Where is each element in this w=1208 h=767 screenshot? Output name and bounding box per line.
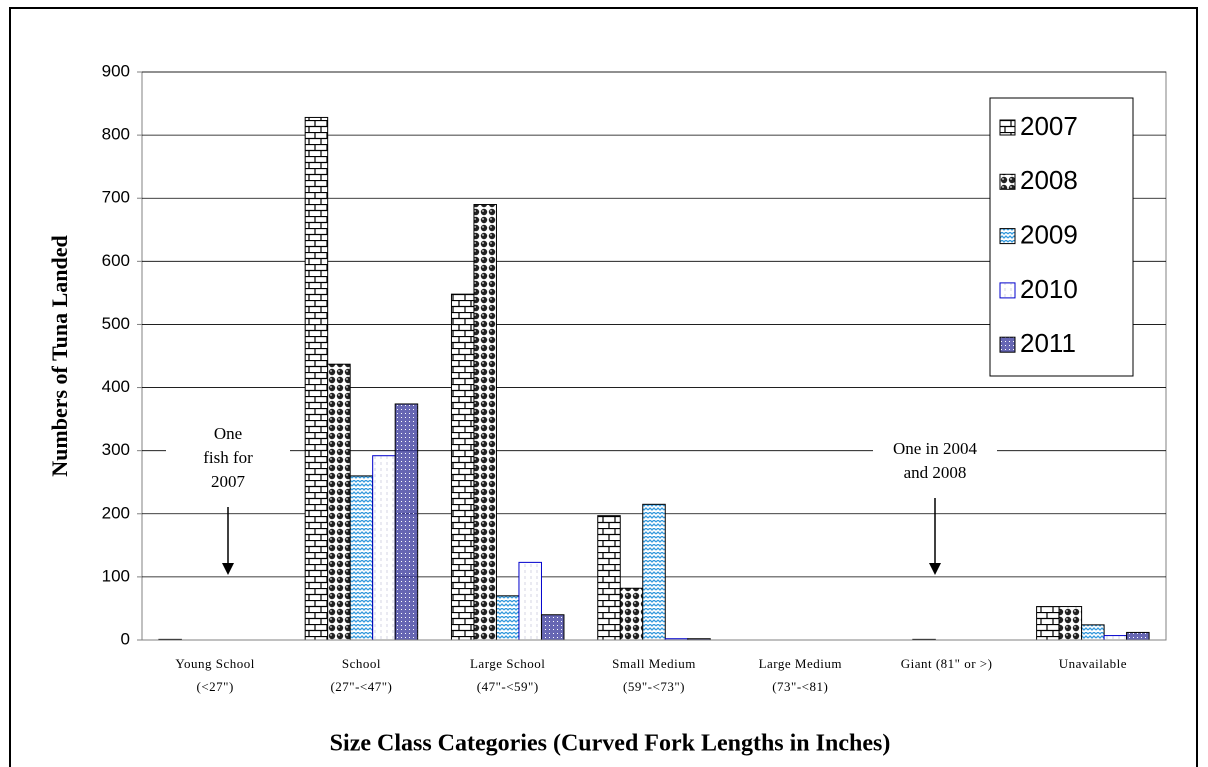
y-tick-label: 300 <box>102 440 130 459</box>
x-tick-label: Young School <box>175 656 254 671</box>
y-tick-label: 0 <box>121 629 130 648</box>
bar <box>642 503 666 641</box>
arrow-head <box>929 563 941 575</box>
y-axis-title: Numbers of Tuna Landed <box>47 235 72 476</box>
x-tick-label: (47"-<59") <box>477 679 539 694</box>
y-tick-label: 100 <box>102 566 130 585</box>
x-tick-label: (73"-<81) <box>772 679 828 694</box>
annotation-bg <box>873 436 997 488</box>
x-tick-label: Unavailable <box>1059 656 1127 671</box>
y-tick-label: 900 <box>102 61 130 80</box>
annotation: One <box>214 424 242 443</box>
legend-label: 2010 <box>1020 274 1078 304</box>
annotation-bg <box>166 421 290 497</box>
y-tick-label: 800 <box>102 125 130 144</box>
x-tick-label: Giant (81" or >) <box>901 656 993 671</box>
bar <box>540 614 565 641</box>
y-tick-label: 600 <box>102 251 130 270</box>
legend-swatch <box>999 228 1016 245</box>
x-tick-label: (59"-<73") <box>623 679 685 694</box>
x-axis-title: Size Class Categories (Curved Fork Lengt… <box>330 731 891 757</box>
y-tick-label: 700 <box>102 188 130 207</box>
bar <box>450 293 475 641</box>
bar <box>495 595 520 641</box>
x-tick-label: School <box>342 656 381 671</box>
legend-swatch <box>999 119 1016 136</box>
annotation: One in 2004 <box>893 439 978 458</box>
legend-label: 2009 <box>1020 219 1078 249</box>
x-tick-label: (<27") <box>196 679 233 694</box>
bar <box>304 116 329 641</box>
bar <box>597 515 621 641</box>
x-tick-label: (27"-<47") <box>330 679 392 694</box>
legend-label: 2011 <box>1020 328 1076 358</box>
legend-swatch <box>999 173 1016 190</box>
bar <box>619 587 644 641</box>
x-tick-label: Large Medium <box>759 656 842 671</box>
bar <box>327 363 351 641</box>
bar <box>1081 624 1105 641</box>
annotation: 2007 <box>211 472 246 491</box>
y-tick-label: 400 <box>102 377 130 396</box>
y-tick-label: 500 <box>102 314 130 333</box>
legend-label: 2007 <box>1020 111 1078 141</box>
legend-swatch <box>999 336 1016 353</box>
bar <box>1103 635 1128 641</box>
bar <box>1126 631 1150 641</box>
bar <box>394 403 419 641</box>
annotation: fish for <box>203 448 253 467</box>
legend-swatch <box>999 282 1016 299</box>
bar <box>349 475 374 641</box>
bar <box>473 204 497 641</box>
bar <box>372 455 396 641</box>
legend-label: 2008 <box>1020 165 1078 195</box>
x-tick-label: Small Medium <box>612 656 696 671</box>
bar <box>518 561 542 641</box>
arrow-head <box>222 563 234 575</box>
bar <box>1036 606 1060 641</box>
bar <box>1058 606 1083 641</box>
annotation: and 2008 <box>904 463 967 482</box>
x-tick-label: Large School <box>470 656 545 671</box>
y-tick-label: 200 <box>102 503 130 522</box>
